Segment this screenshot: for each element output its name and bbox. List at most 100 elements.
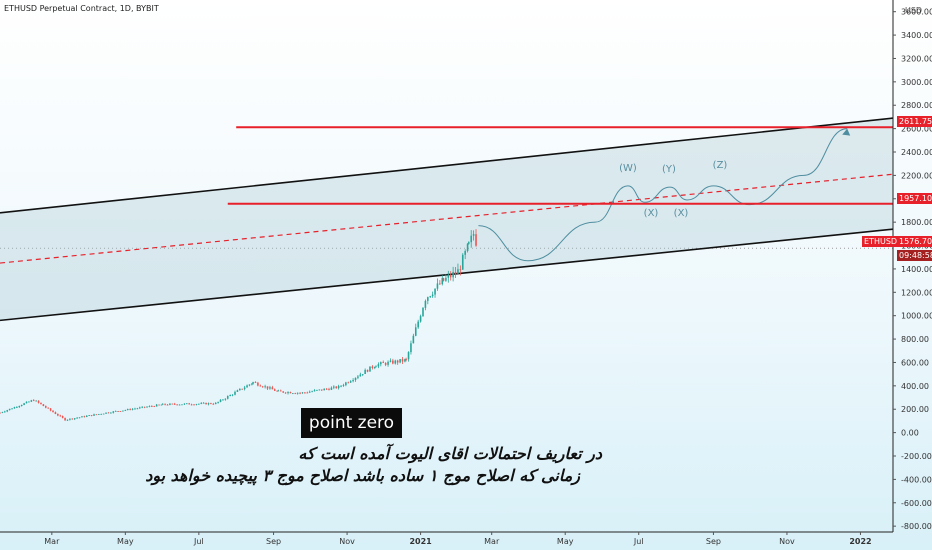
candle-body: [239, 388, 241, 391]
projection-arrowhead: [842, 128, 851, 136]
candle-body: [320, 389, 323, 391]
candle-body: [243, 387, 246, 390]
candle-body: [207, 403, 210, 405]
candle-body: [188, 403, 191, 405]
candle-body: [136, 408, 139, 410]
candle-body: [76, 417, 78, 419]
channel-mid-line: [0, 173, 894, 264]
candle-body: [429, 296, 432, 298]
y-tick-label: 3200.00: [901, 54, 932, 63]
countdown-tag: 09:48:58: [897, 250, 932, 261]
candle-body: [66, 419, 69, 421]
candle-body: [269, 387, 271, 389]
candle-body: [126, 409, 129, 411]
candle-body: [445, 277, 447, 281]
candle-body: [138, 407, 141, 409]
candle-body: [422, 307, 424, 317]
candle-body: [294, 393, 297, 395]
chart-title: ETHUSD Perpetual Contract, 1D, BYBIT: [4, 4, 159, 13]
y-tick-label: -800.00: [901, 522, 932, 531]
candle-body: [131, 408, 134, 410]
candle-body: [436, 283, 439, 289]
y-tick-label: 1200.00: [901, 288, 932, 297]
candle-body: [284, 392, 287, 394]
candle-body: [380, 362, 382, 365]
candle-body: [241, 388, 244, 390]
candle-body: [273, 389, 276, 391]
candle-body: [257, 382, 259, 386]
y-tick-label: -200.00: [901, 452, 932, 461]
y-tick-label: 400.00: [901, 382, 929, 391]
candle-body: [234, 391, 236, 395]
candle-body: [311, 391, 313, 393]
candle-body: [83, 416, 86, 418]
candle-body: [4, 411, 6, 413]
y-tick-label: -400.00: [901, 475, 932, 484]
candle-body: [401, 359, 404, 362]
candle-body: [160, 404, 163, 406]
candle-body: [442, 278, 445, 281]
candle-body: [6, 410, 9, 412]
y-tick-label: 200.00: [901, 405, 929, 414]
candle-body: [264, 386, 266, 388]
y-tick-label: 2800.00: [901, 101, 932, 110]
x-tick-label: Jul: [193, 537, 204, 546]
candle-body: [447, 274, 450, 278]
candle-body: [210, 403, 212, 404]
candle-body: [134, 408, 136, 410]
candle-body: [277, 390, 280, 392]
y-tick-label: 800.00: [901, 335, 929, 344]
candle-body: [231, 394, 234, 396]
candle-body: [88, 415, 90, 416]
candle-body: [354, 377, 357, 381]
candle-body: [461, 254, 464, 270]
candle-body: [173, 403, 176, 405]
x-tick-label: Nov: [779, 537, 795, 546]
candle-body: [306, 392, 309, 394]
candle-body: [37, 400, 40, 403]
candle-body: [151, 406, 153, 407]
candle-body: [276, 390, 278, 392]
wave-label: (Z): [713, 160, 728, 171]
candle-body: [40, 402, 42, 405]
channel-upper-line: [0, 117, 894, 214]
candle-body: [299, 392, 301, 394]
candle-body: [377, 364, 380, 367]
candle-body: [78, 417, 81, 419]
candle-body: [93, 414, 95, 416]
candle-body: [59, 415, 62, 417]
candle-body: [171, 403, 174, 405]
candle-body: [292, 393, 294, 395]
candle-body: [11, 408, 13, 410]
candle-body: [71, 418, 74, 420]
candle-body: [359, 374, 362, 377]
candle-body: [0, 412, 1, 414]
candle-body: [229, 394, 231, 397]
candle-body: [202, 402, 205, 404]
y-tick-label: 0.00: [901, 429, 919, 438]
candle-body: [457, 269, 459, 274]
x-tick-label: Jul: [633, 537, 644, 546]
candle-body: [42, 404, 45, 407]
candle-body: [178, 404, 181, 406]
candle-body: [13, 407, 16, 409]
candle-body: [313, 390, 316, 392]
candle-body: [371, 366, 374, 369]
candle-body: [335, 386, 338, 389]
candle-body: [396, 360, 399, 363]
candle-body: [1, 412, 4, 413]
candle-body: [389, 360, 392, 362]
projection-path: [478, 128, 848, 262]
candle-body: [28, 401, 30, 403]
candle-body: [323, 388, 325, 391]
candle-body: [32, 400, 35, 402]
candle-body: [112, 411, 115, 413]
wave-label: (X): [674, 208, 689, 219]
candle-body: [449, 274, 452, 278]
candle-body: [122, 410, 124, 412]
candle-body: [146, 406, 148, 408]
candle-body: [155, 404, 158, 407]
candle-body: [316, 389, 318, 391]
candle-body: [214, 402, 217, 405]
y-tick-label: 2600.00: [901, 125, 932, 134]
